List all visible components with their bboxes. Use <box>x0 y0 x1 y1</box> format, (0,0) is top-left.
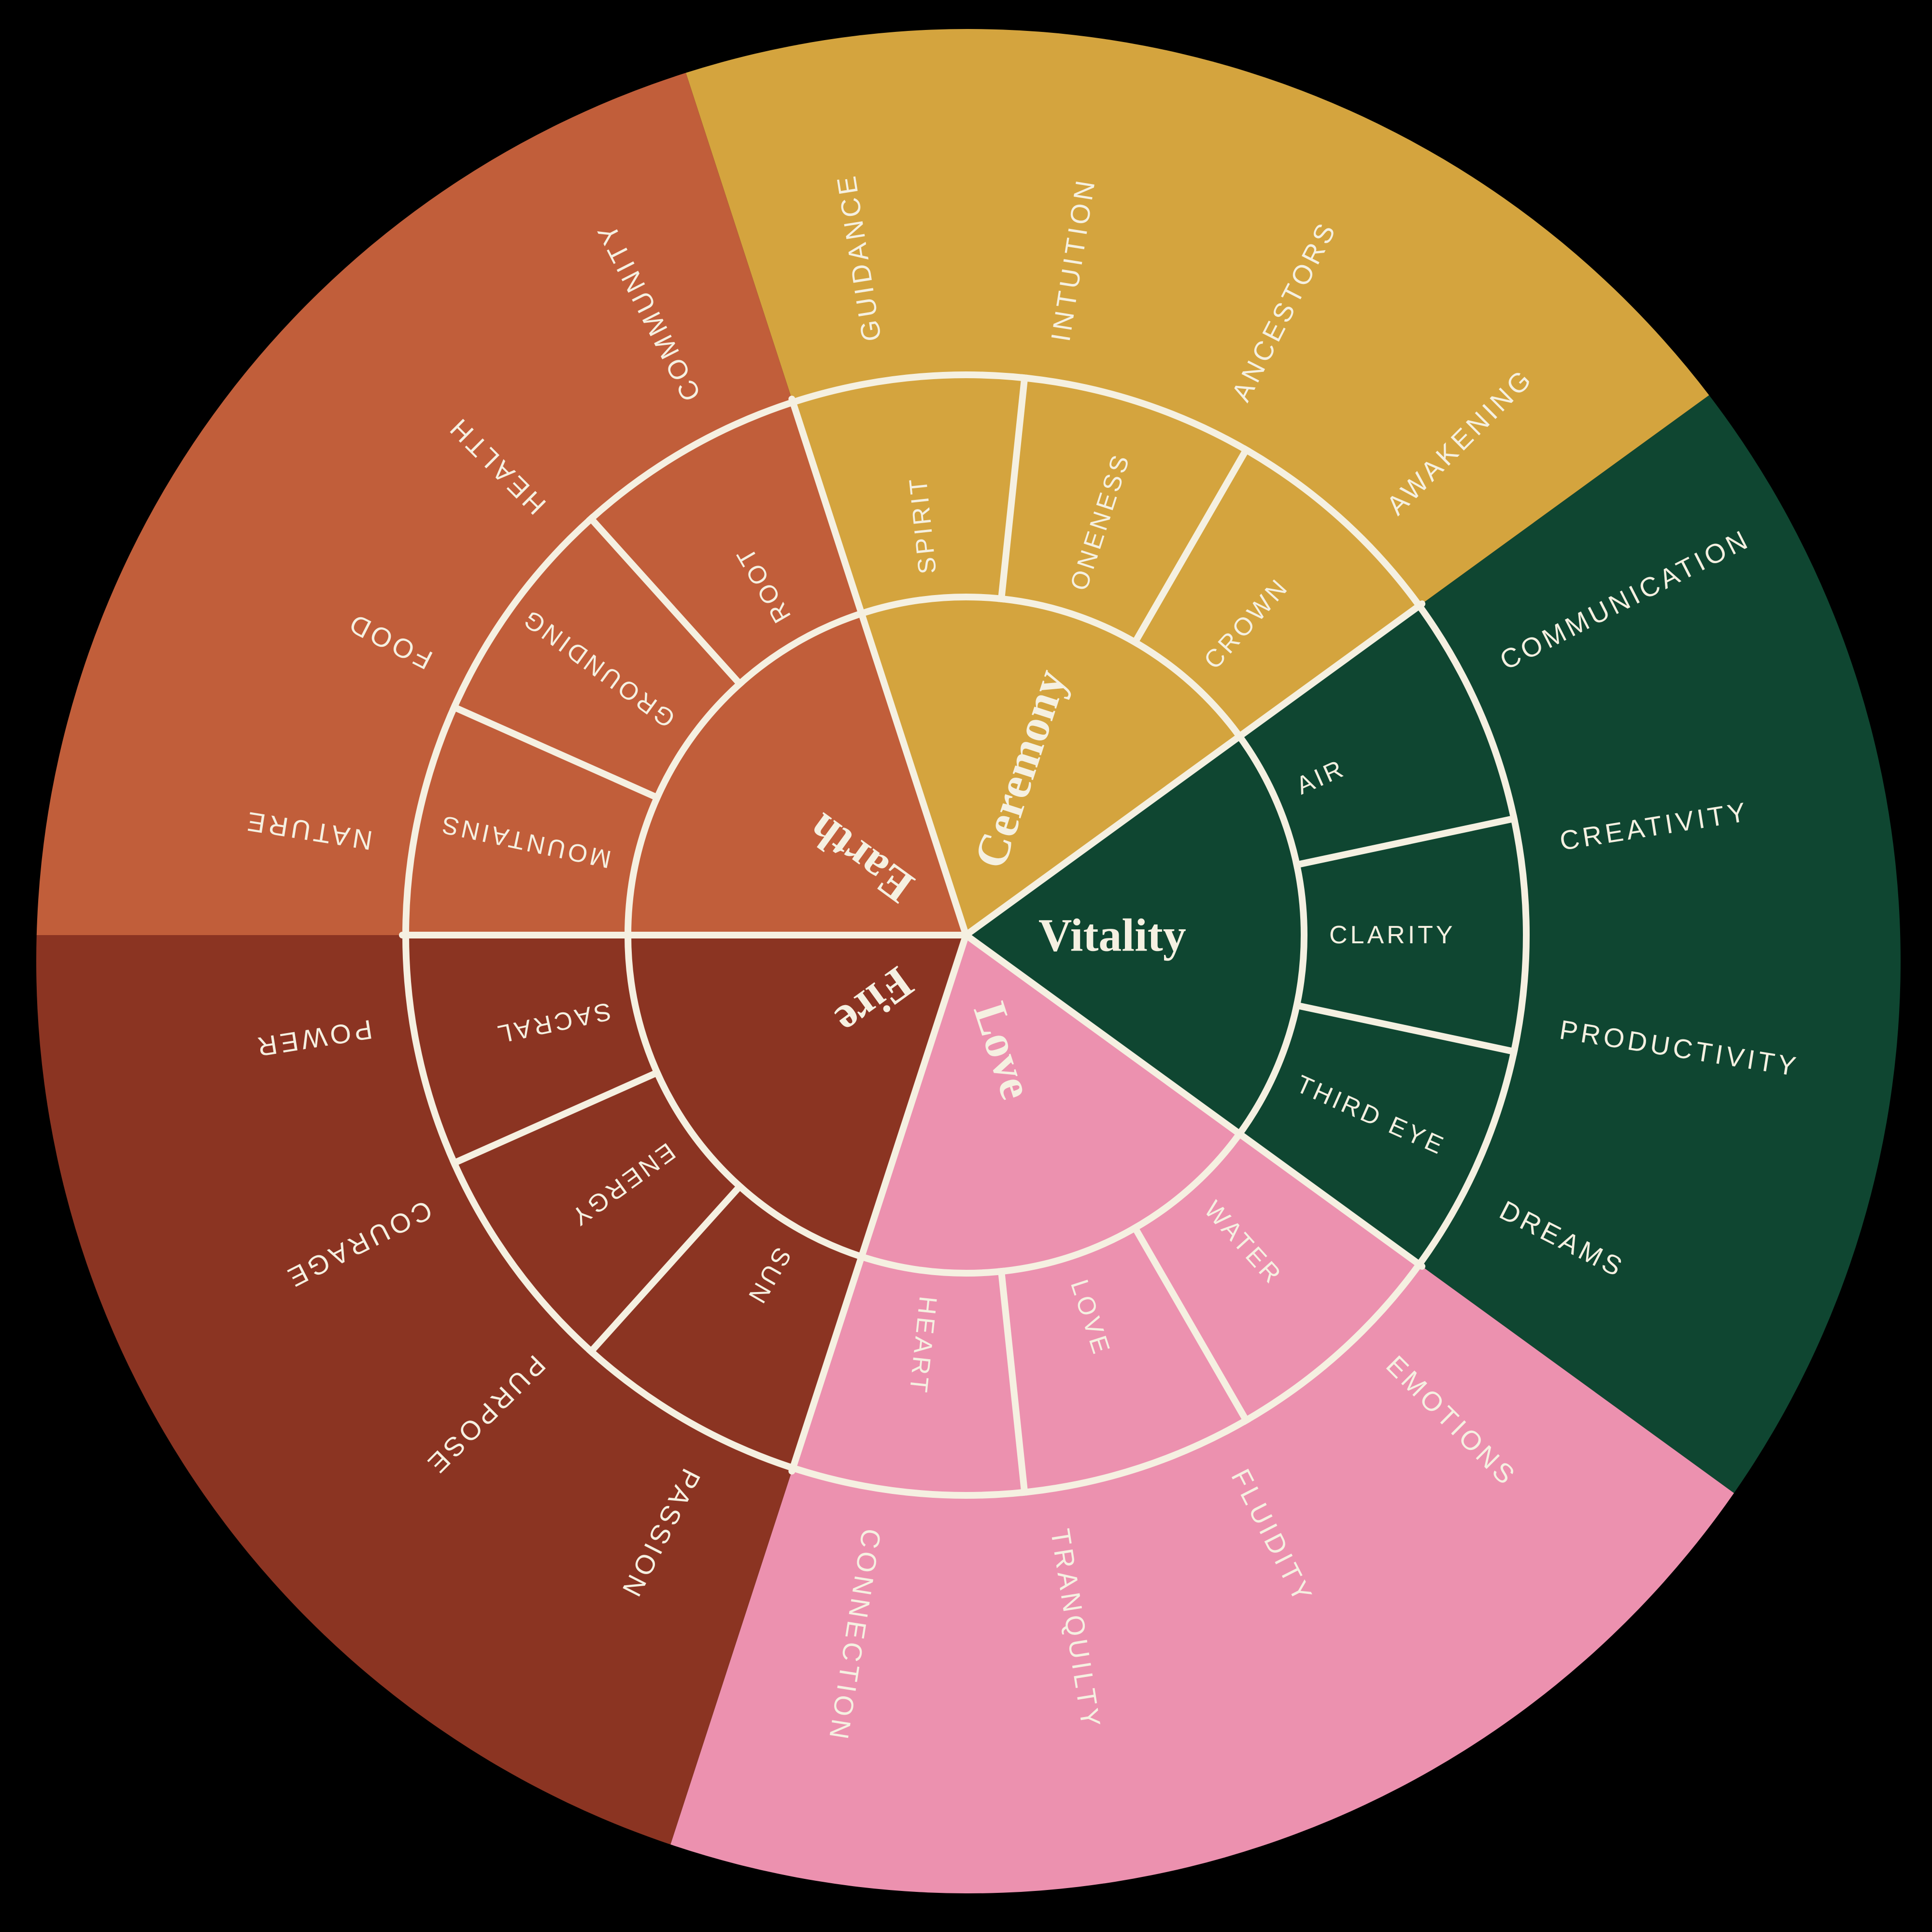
sector-ceremony <box>686 29 1709 935</box>
sector-fire <box>36 935 966 1845</box>
subsector-divider-love-2 <box>997 1267 1028 1496</box>
subsector-divider-ceremony-2 <box>1130 445 1251 647</box>
subsector-divider-ceremony-1 <box>997 374 1028 603</box>
subsector-divider-love-1 <box>1130 1223 1251 1425</box>
sector-divider-ceremony <box>788 396 969 938</box>
subsector-divider-fire-2 <box>450 1068 662 1168</box>
subsector-divider-fire-1 <box>586 1181 745 1356</box>
sector-divider-love <box>963 932 1426 1270</box>
sector-divider-vitality <box>963 600 1426 938</box>
sector-divider-fire <box>788 932 969 1475</box>
middle-ring-item-clarity: CLARITY <box>1329 921 1456 949</box>
sector-love <box>670 935 1734 1894</box>
sector-vitality <box>966 395 1901 1493</box>
sector-earth <box>36 72 966 935</box>
subsector-divider-earth-2 <box>586 514 745 689</box>
subsector-divider-vitality-1 <box>1293 814 1518 869</box>
subsector-divider-vitality-2 <box>1293 1001 1518 1056</box>
subsector-divider-earth-1 <box>450 702 662 802</box>
sector-label-vitality: Vitality <box>1038 909 1186 961</box>
